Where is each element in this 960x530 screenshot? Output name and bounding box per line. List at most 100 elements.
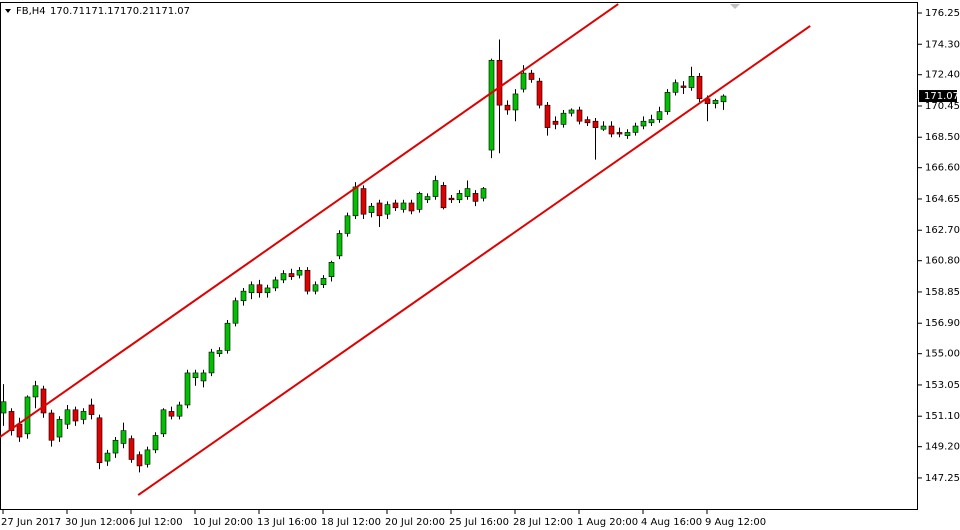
candle-body [608,125,615,135]
candle-body [488,59,495,151]
candle-body [352,186,359,217]
candle-body [232,300,239,324]
candle-body [384,204,391,215]
candle-body [296,270,303,276]
x-tick-label: 30 Jun 12:00 [65,517,129,528]
menu-arrow [5,9,11,13]
candle-body [96,417,103,464]
candle-body [80,411,87,420]
y-tick-label: 147.25 [925,473,960,484]
y-tick-label: 170.45 [925,101,960,112]
candle-body [688,76,695,88]
candle-body [88,404,95,415]
header: FB,H4 170.71 171.17 170.21 171.07 [16,6,190,17]
y-tick-label: 149.20 [925,442,960,453]
candle-body [136,454,143,467]
candle-body [40,388,47,414]
candle-body [552,120,559,125]
candle-body [456,193,463,201]
x-tick-label: 28 Jul 12:00 [513,517,573,528]
candle-body [632,125,639,133]
candle-body [320,278,327,286]
y-tick-label: 151.10 [925,411,960,422]
candle-body [424,196,431,201]
channel-line [137,25,811,496]
symbol: FB,H4 [16,6,46,17]
x-tick-label: 13 Jul 16:00 [257,517,317,528]
candle-body [408,202,415,212]
candle-body [280,273,287,281]
candle-body [448,197,455,201]
candle-body [48,412,55,441]
candle-body [272,279,279,289]
candle-body [656,111,663,120]
candle-body [112,439,119,454]
candle-body [288,273,295,278]
candle-body [304,270,311,292]
candle-body [520,72,527,90]
candle-body [216,350,223,354]
candle-body [0,401,7,414]
candle-body [672,82,679,93]
x-tick-label: 10 Jul 20:00 [193,517,253,528]
candle-body [616,132,623,135]
candle-body [64,409,71,425]
candle-body [392,202,399,209]
candle-body [240,290,247,302]
candle-body [184,372,191,406]
candle-body [680,85,687,88]
candle-body [400,202,407,210]
shift-marker [730,4,740,9]
candle-body [640,120,647,127]
x-tick-label: 25 Jul 16:00 [449,517,509,528]
candle-body [472,193,479,202]
y-tick-label: 166.60 [925,163,960,174]
candle-body [560,112,567,125]
x-tick-label: 18 Jul 12:00 [321,517,381,528]
candle-body [160,409,167,435]
candle-body [176,404,183,417]
price-box [919,90,957,103]
candle-body [72,409,79,422]
y-tick-label: 156.90 [925,318,960,329]
candle-body [696,76,703,100]
candle-body [720,95,727,103]
candle-body [152,435,159,451]
candle-body [664,92,671,112]
y-tick-label: 168.50 [925,132,960,143]
candle-body [600,125,607,130]
candle-body [544,104,551,128]
candle-body [568,109,575,114]
close-value: 171.07 [155,6,190,17]
y-tick-label: 164.65 [925,194,960,205]
candle-body [528,72,535,80]
candle-body [312,284,319,292]
x-tick-label: 20 Jul 20:00 [385,517,445,528]
x-tick-label: 9 Aug 12:00 [705,517,766,528]
candle-body [120,430,127,444]
high-value: 171.17 [85,6,120,17]
y-tick-label: 174.30 [925,39,960,50]
candle-body [480,188,487,199]
candle-body [256,284,263,294]
y-tick-label: 158.85 [925,287,960,298]
low-value: 170.21 [120,6,155,17]
candle-body [32,385,39,398]
y-tick-label: 172.40 [925,70,960,81]
y-tick-label: 162.70 [925,225,960,236]
candle-body [344,215,351,234]
open-value: 170.71 [50,6,85,17]
candle-body [504,104,511,111]
candle-body [224,322,231,351]
x-tick-label: 4 Aug 16:00 [641,517,702,528]
candle-body [168,411,175,417]
candle-body [440,185,447,209]
y-tick-label: 160.80 [925,256,960,267]
y-tick-label: 153.05 [925,380,960,391]
candle-body [192,372,199,379]
candle-body [104,452,111,462]
channel-line [0,3,619,438]
candle-body [56,419,63,438]
candle-body [336,233,343,257]
